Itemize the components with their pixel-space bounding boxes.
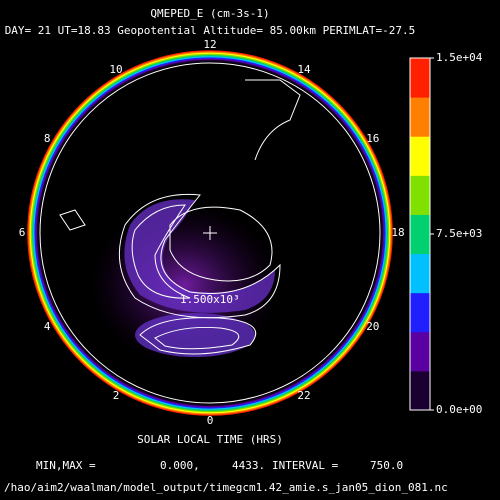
local-time-label: 4 [44,320,51,333]
colorbar-segment [410,175,430,215]
ring [34,57,386,409]
ring [30,53,390,413]
glow [135,313,255,357]
ring [27,50,393,416]
footer-text: 750.0 [370,459,403,472]
local-time-label: 8 [44,132,51,145]
local-time-label: 10 [109,63,122,76]
footer-text: 4433. [232,459,265,472]
local-time-label: 0 [207,414,214,427]
chart-subtitle: DAY= 21 UT=18.83 Geopotential Altitude= … [5,24,416,37]
colorbar-segment [410,97,430,137]
ring [32,55,388,411]
local-time-label: 16 [366,132,379,145]
file-path: /hao/aim2/waalman/model_output/timegcm1.… [4,481,448,494]
local-time-label: 6 [19,226,26,239]
chart-title: QMEPED_E (cm-3s-1) [150,7,269,20]
ring [33,56,387,410]
colorbar-segment [410,253,430,294]
footer-text: MIN,MAX = [36,459,96,472]
ring [28,51,392,415]
colorbar-segment [410,292,430,333]
local-time-label: 18 [391,226,404,239]
local-time-label: 22 [297,389,310,402]
colorbar-segment [410,136,430,176]
coastline [245,79,301,161]
colorbar-tick-label: 0.0e+00 [436,403,482,416]
contour [139,317,257,355]
local-time-label: 20 [366,320,379,333]
colorbar-segment [410,58,430,98]
field [59,79,301,365]
footer: MIN,MAX = 0.000, 4433. INTERVAL = 750.0 [36,459,403,472]
local-time-label: 12 [203,38,216,51]
contour [154,326,240,350]
colorbar-tick-label: 1.5e+04 [436,51,483,64]
colorbar-segment [410,370,430,411]
colorbar: 0.0e+00 7.5e+03 1.5e+04 [409,51,483,416]
contour [131,204,191,299]
colorbar-segment [410,214,430,255]
coastline [169,206,273,282]
ring [35,58,385,408]
coastline [59,209,86,231]
contour-label: 1.500x10³ [180,293,240,306]
footer-text: 0.000, [160,459,200,472]
local-time-label: 14 [297,63,311,76]
local-time-label: 2 [113,389,120,402]
contour [118,193,281,319]
glow [124,199,275,313]
colorbar-segment [410,331,430,372]
colorbar-tick-label: 7.5e+03 [436,227,482,240]
local-time-labels: 0 2 4 6 8 10 12 14 16 18 20 22 [19,38,405,427]
ring [29,52,391,414]
footer-text: INTERVAL = [272,459,339,472]
x-axis-label: SOLAR LOCAL TIME (HRS) [137,433,283,446]
ring [36,59,384,407]
